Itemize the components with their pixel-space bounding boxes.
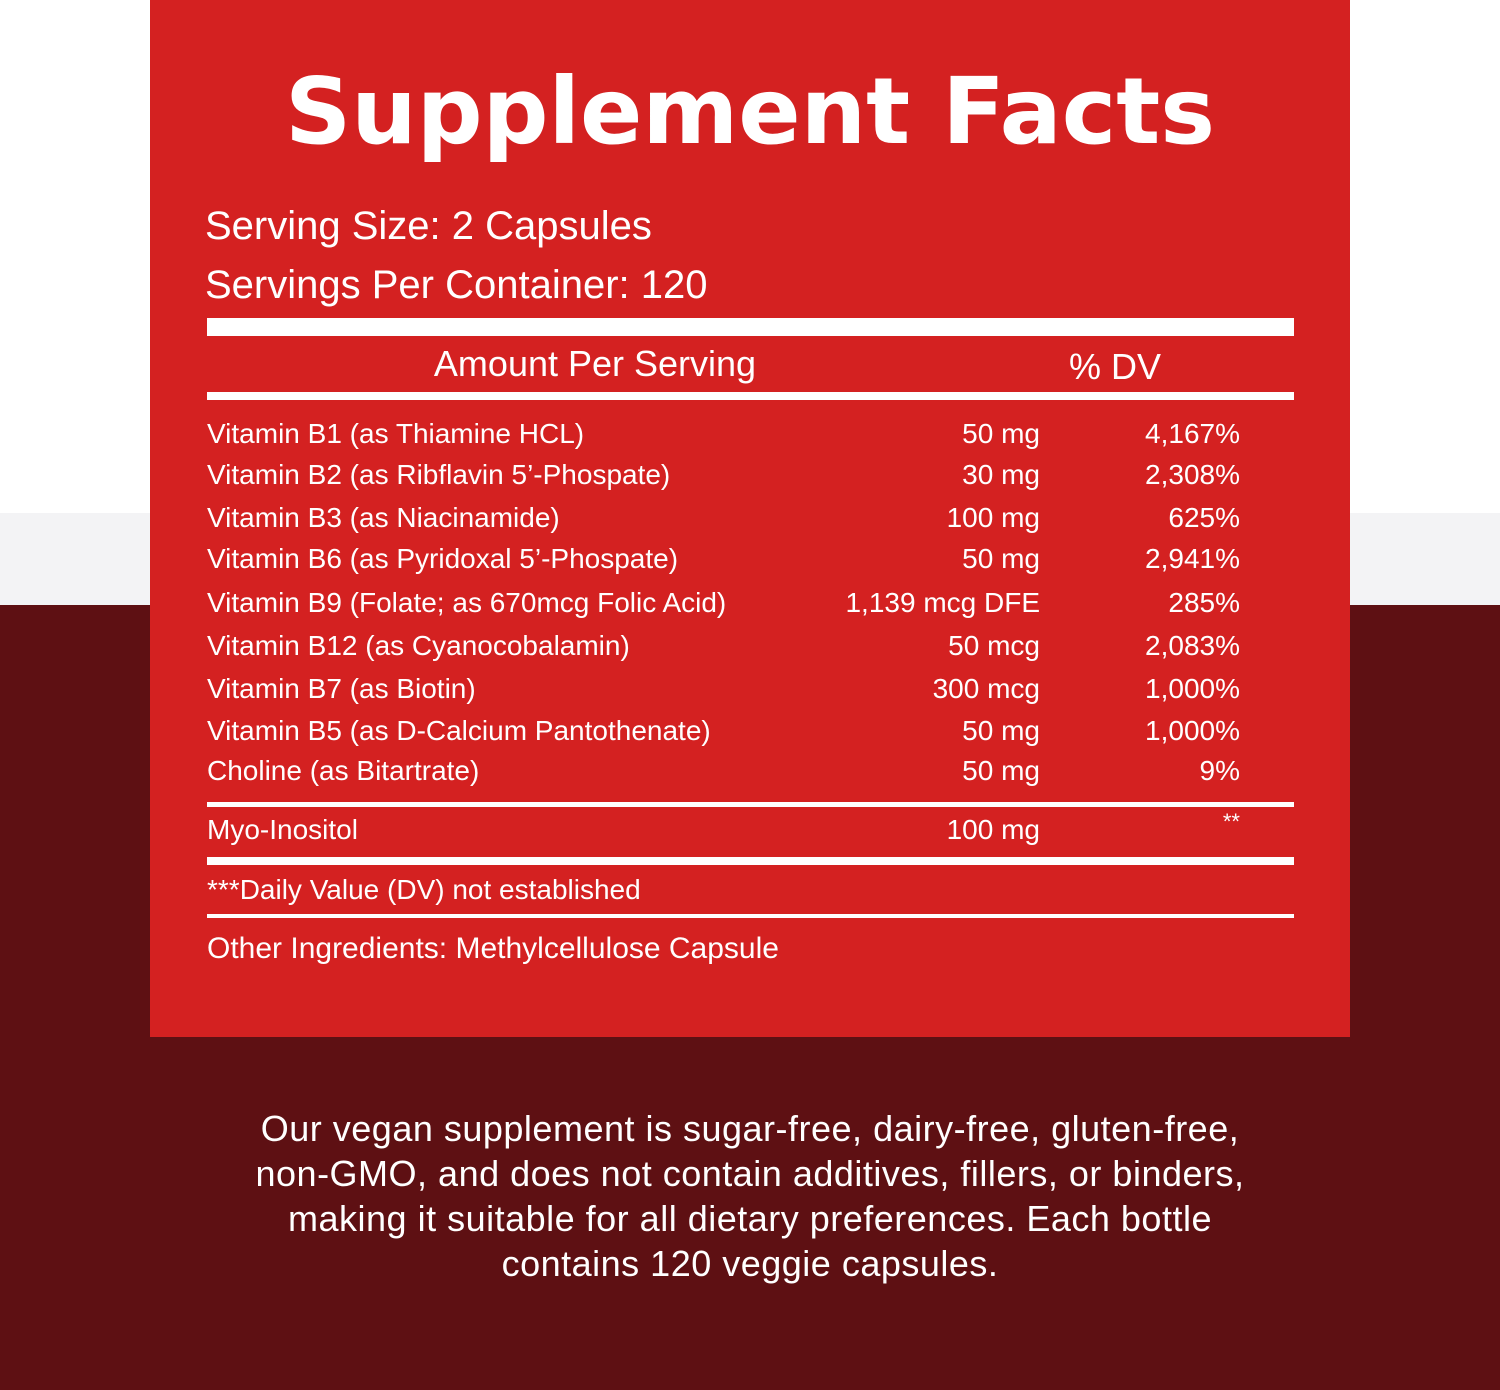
- row-name: Vitamin B6 (as Pyridoxal 5’-Phospate): [207, 543, 679, 574]
- row-name: Vitamin B3 (as Niacinamide): [207, 502, 560, 533]
- row-dv: 9%: [1199, 755, 1240, 786]
- row-dv: 625%: [1168, 502, 1240, 533]
- row-amount: 50 mg: [962, 543, 1040, 574]
- row-name: Vitamin B2 (as Ribflavin 5’-Phospate): [207, 459, 671, 490]
- row-dv: 2,083%: [1145, 630, 1240, 661]
- title: Supplement Facts: [285, 58, 1215, 165]
- row-amount: 1,139 mcg DFE: [845, 587, 1040, 618]
- row-dv: 285%: [1168, 587, 1240, 618]
- footnote: ***Daily Value (DV) not established: [207, 874, 641, 905]
- row-name: Vitamin B1 (as Thiamine HCL): [207, 418, 585, 449]
- serving-size: Serving Size: 2 Capsules: [205, 204, 652, 248]
- row-amount: 50 mg: [962, 418, 1040, 449]
- row-dv: **: [1222, 809, 1240, 834]
- column-header: Amount Per Serving: [433, 343, 757, 384]
- row-name: Vitamin B12 (as Cyanocobalamin): [207, 630, 630, 661]
- row-dv: 2,941%: [1145, 543, 1240, 574]
- description-line: non-GMO, and does not contain additives,…: [255, 1153, 1245, 1194]
- divider: [207, 857, 1294, 865]
- row-name: Choline (as Bitartrate): [207, 755, 480, 786]
- row-name: Vitamin B7 (as Biotin): [207, 673, 476, 704]
- row-dv: 1,000%: [1145, 673, 1240, 704]
- row-amount: 100 mg: [946, 502, 1040, 533]
- other-ingredients: Other Ingredients: Methylcellulose Capsu…: [207, 932, 779, 965]
- divider: [207, 392, 1294, 400]
- row-name: Myo-Inositol: [207, 814, 358, 845]
- column-header: % DV: [1068, 346, 1162, 387]
- divider: [207, 914, 1294, 918]
- description-line: making it suitable for all dietary prefe…: [288, 1198, 1212, 1239]
- row-amount: 30 mg: [962, 459, 1040, 490]
- servings-per-container: Servings Per Container: 120: [205, 263, 708, 307]
- row-amount: 300 mcg: [932, 673, 1040, 704]
- description-line: Our vegan supplement is sugar-free, dair…: [260, 1108, 1240, 1149]
- row-amount: 50 mg: [962, 715, 1040, 746]
- row-amount: 50 mg: [962, 755, 1040, 786]
- description-line: contains 120 veggie capsules.: [501, 1243, 999, 1284]
- row-dv: 4,167%: [1145, 418, 1240, 449]
- row-name: Vitamin B9 (Folate; as 670mcg Folic Acid…: [207, 587, 727, 618]
- row-amount: 50 mcg: [948, 630, 1040, 661]
- row-name: Vitamin B5 (as D-Calcium Pantothenate): [207, 715, 711, 746]
- divider: [207, 318, 1294, 336]
- divider: [207, 802, 1294, 807]
- row-dv: 1,000%: [1145, 715, 1240, 746]
- row-dv: 2,308%: [1145, 459, 1240, 490]
- row-amount: 100 mg: [946, 814, 1040, 845]
